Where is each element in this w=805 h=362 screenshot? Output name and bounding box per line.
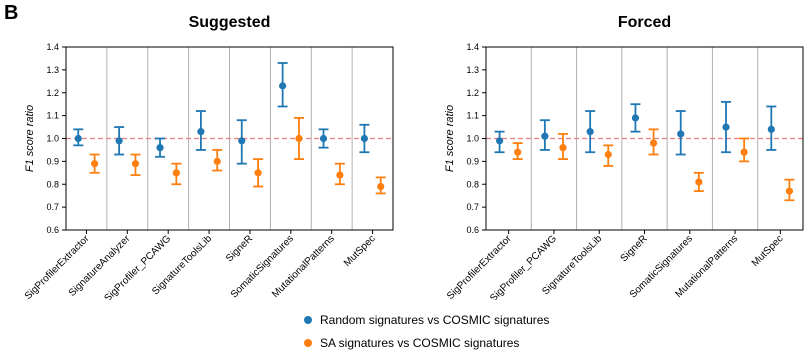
data-point — [495, 137, 504, 145]
y-tick-label: 0.8 — [466, 179, 479, 189]
y-tick-label: 1.0 — [466, 134, 479, 144]
y-tick-label: 1.2 — [466, 88, 479, 98]
x-tick-label: SigneR — [224, 233, 255, 264]
data-point — [631, 114, 640, 122]
x-tick-label: SigneR — [619, 233, 650, 264]
data-point — [649, 139, 658, 147]
data-point — [767, 125, 775, 133]
data-point — [360, 134, 368, 143]
y-tick-label: 0.7 — [466, 202, 479, 212]
legend-label-random: Random signatures vs COSMIC signatures — [320, 312, 550, 327]
data-point — [213, 157, 221, 165]
y-tick-label: 1.4 — [46, 42, 59, 52]
data-point — [514, 148, 522, 156]
y-tick-label: 1.4 — [466, 42, 479, 52]
data-point — [336, 171, 344, 179]
chart-1: Forced 0.6 0.7 0.8 0.9 1.0 1.1 1.2 1.3 1.4 F1 scor… — [444, 14, 804, 300]
data-point — [238, 137, 246, 145]
data-point — [377, 182, 385, 191]
data-point — [559, 144, 567, 152]
y-tick-label: 1.3 — [466, 65, 479, 75]
data-point — [172, 169, 180, 177]
figure-canvas: Suggested 0.6 0.7 0.8 0.9 1.0 1.1 1.2 1.3 1.4 F1 s… — [23, 14, 804, 300]
y-tick-label: 0.7 — [46, 202, 59, 212]
y-axis-label: F1 score ratio — [24, 105, 36, 172]
y-tick-label: 0.9 — [466, 156, 479, 166]
chart-title: Forced — [618, 14, 671, 31]
chart-0: Suggested 0.6 0.7 0.8 0.9 1.0 1.1 1.2 1.3 1.4 F1 s… — [23, 14, 394, 300]
data-point — [131, 160, 140, 168]
y-tick-label: 0.6 — [466, 225, 479, 235]
y-tick-label: 1.1 — [46, 111, 59, 121]
data-point — [254, 169, 262, 177]
y-tick-label: 1.0 — [46, 134, 59, 144]
data-point — [785, 187, 794, 195]
data-point — [91, 160, 99, 168]
legend-marker-random — [304, 315, 312, 324]
data-point — [586, 128, 594, 136]
data-point — [115, 137, 123, 145]
data-point — [604, 150, 612, 159]
data-point — [541, 132, 549, 140]
x-tick-label: MutSpec — [750, 233, 786, 269]
chart-title: Suggested — [189, 14, 271, 31]
plot-frame — [485, 46, 804, 231]
data-point — [156, 144, 164, 152]
legend-marker-sa — [304, 338, 312, 347]
data-point — [279, 82, 287, 90]
data-point — [295, 134, 303, 143]
data-point — [722, 123, 730, 131]
legend-label-sa: SA signatures vs COSMIC signatures — [320, 335, 520, 350]
legend-item-random: Random signatures vs COSMIC signatures — [304, 312, 549, 327]
data-point — [74, 134, 82, 143]
y-axis-label: F1 score ratio — [444, 105, 456, 172]
y-tick-label: 1.1 — [466, 111, 479, 121]
y-tick-label: 0.8 — [46, 179, 59, 189]
y-tick-label: 1.2 — [46, 88, 59, 98]
data-point — [197, 128, 205, 136]
data-point — [319, 134, 328, 143]
legend-item-sa: SA signatures vs COSMIC signatures — [304, 335, 519, 350]
x-tick-label: MutSpec — [342, 233, 378, 269]
data-point — [695, 178, 703, 186]
data-point — [740, 148, 748, 156]
panel-label: B — [4, 2, 19, 24]
y-tick-label: 0.6 — [46, 225, 59, 235]
data-point — [677, 130, 685, 138]
y-tick-label: 1.3 — [46, 65, 59, 75]
y-tick-label: 0.9 — [46, 156, 59, 166]
